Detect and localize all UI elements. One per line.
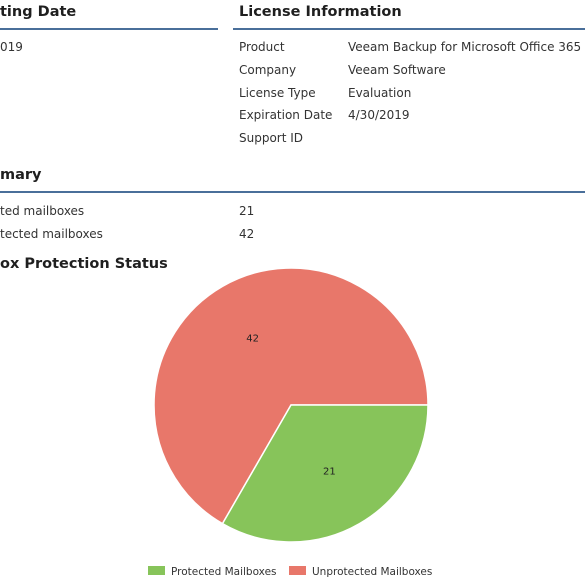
summary-value-protected: 21 — [239, 204, 255, 218]
summary-value-unprotected: 42 — [239, 227, 255, 241]
legend-label: Protected Mailboxes — [171, 566, 277, 578]
legend-swatch — [148, 566, 165, 575]
license-label-product: Product — [239, 40, 285, 54]
mailbox-protection-status-heading: ox Protection Status — [0, 256, 168, 272]
summary-rule — [0, 191, 585, 193]
license-value-product: Veeam Backup for Microsoft Office 365 — [348, 40, 582, 54]
license-label-type: License Type — [239, 86, 316, 100]
legend-item: Unprotected Mailboxes — [289, 566, 432, 578]
license-information-rule — [233, 28, 585, 30]
pie-slice-protected-mailboxes — [221, 404, 429, 543]
pie-slice-unprotected-mailboxes — [153, 267, 429, 525]
license-label-support-id: Support ID — [239, 131, 304, 145]
legend-swatch — [289, 566, 306, 575]
pie-data-label: 42 — [246, 334, 259, 345]
license-value-type: Evaluation — [348, 86, 412, 100]
license-label-company: Company — [239, 63, 297, 77]
summary-label-protected: ted mailboxes — [0, 204, 85, 218]
reporting-date-value: 019 — [0, 40, 23, 54]
reporting-date-heading: ting Date — [0, 4, 77, 20]
license-label-expiration: Expiration Date — [239, 108, 333, 122]
summary-heading: mary — [0, 167, 42, 183]
license-information-heading: License Information — [239, 4, 402, 20]
license-value-company: Veeam Software — [348, 63, 446, 77]
legend-label: Unprotected Mailboxes — [312, 566, 432, 578]
license-value-expiration: 4/30/2019 — [348, 108, 410, 122]
summary-label-unprotected: tected mailboxes — [0, 227, 103, 241]
legend-item: Protected Mailboxes — [148, 566, 277, 578]
pie-data-label: 21 — [323, 466, 336, 477]
reporting-date-rule — [0, 28, 218, 30]
